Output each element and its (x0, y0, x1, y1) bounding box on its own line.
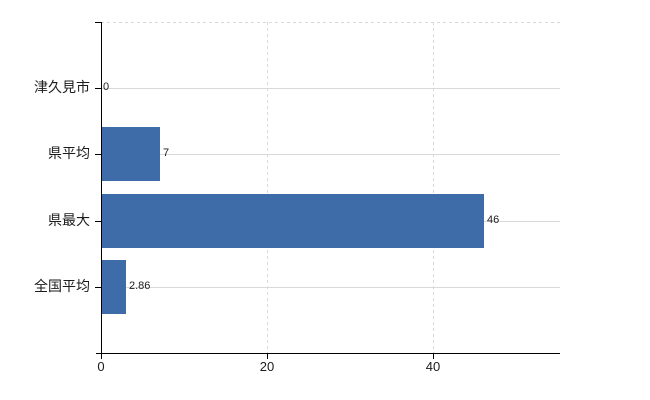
gridline-horizontal (101, 154, 560, 155)
x-tick (267, 354, 268, 359)
gridline-horizontal (101, 88, 560, 89)
bar-value-label: 7 (163, 147, 170, 159)
y-tick (95, 154, 101, 155)
y-tick (95, 88, 101, 89)
bar (102, 194, 484, 248)
category-label: 県平均 (48, 145, 90, 161)
x-tick-label: 40 (425, 359, 441, 374)
bar-value-label: 0 (103, 81, 110, 93)
bar-value-label: 46 (487, 214, 500, 226)
bar-value-label: 2.86 (129, 280, 151, 292)
x-tick-label: 0 (97, 359, 105, 374)
x-axis (96, 353, 560, 354)
bar (102, 127, 160, 181)
y-axis (101, 22, 102, 353)
category-label: 県最大 (48, 212, 90, 228)
gridline-vertical (433, 22, 434, 353)
x-tick (433, 354, 434, 359)
bar (102, 260, 126, 314)
category-label: 全国平均 (34, 278, 90, 294)
x-tick (101, 354, 102, 359)
y-tick (95, 22, 101, 23)
category-label: 津久見市 (34, 79, 90, 95)
y-tick (95, 287, 101, 288)
x-tick-label: 20 (259, 359, 275, 374)
plot-top-border (101, 22, 560, 23)
gridline-vertical (267, 22, 268, 353)
gridline-horizontal (101, 287, 560, 288)
y-tick (95, 221, 101, 222)
